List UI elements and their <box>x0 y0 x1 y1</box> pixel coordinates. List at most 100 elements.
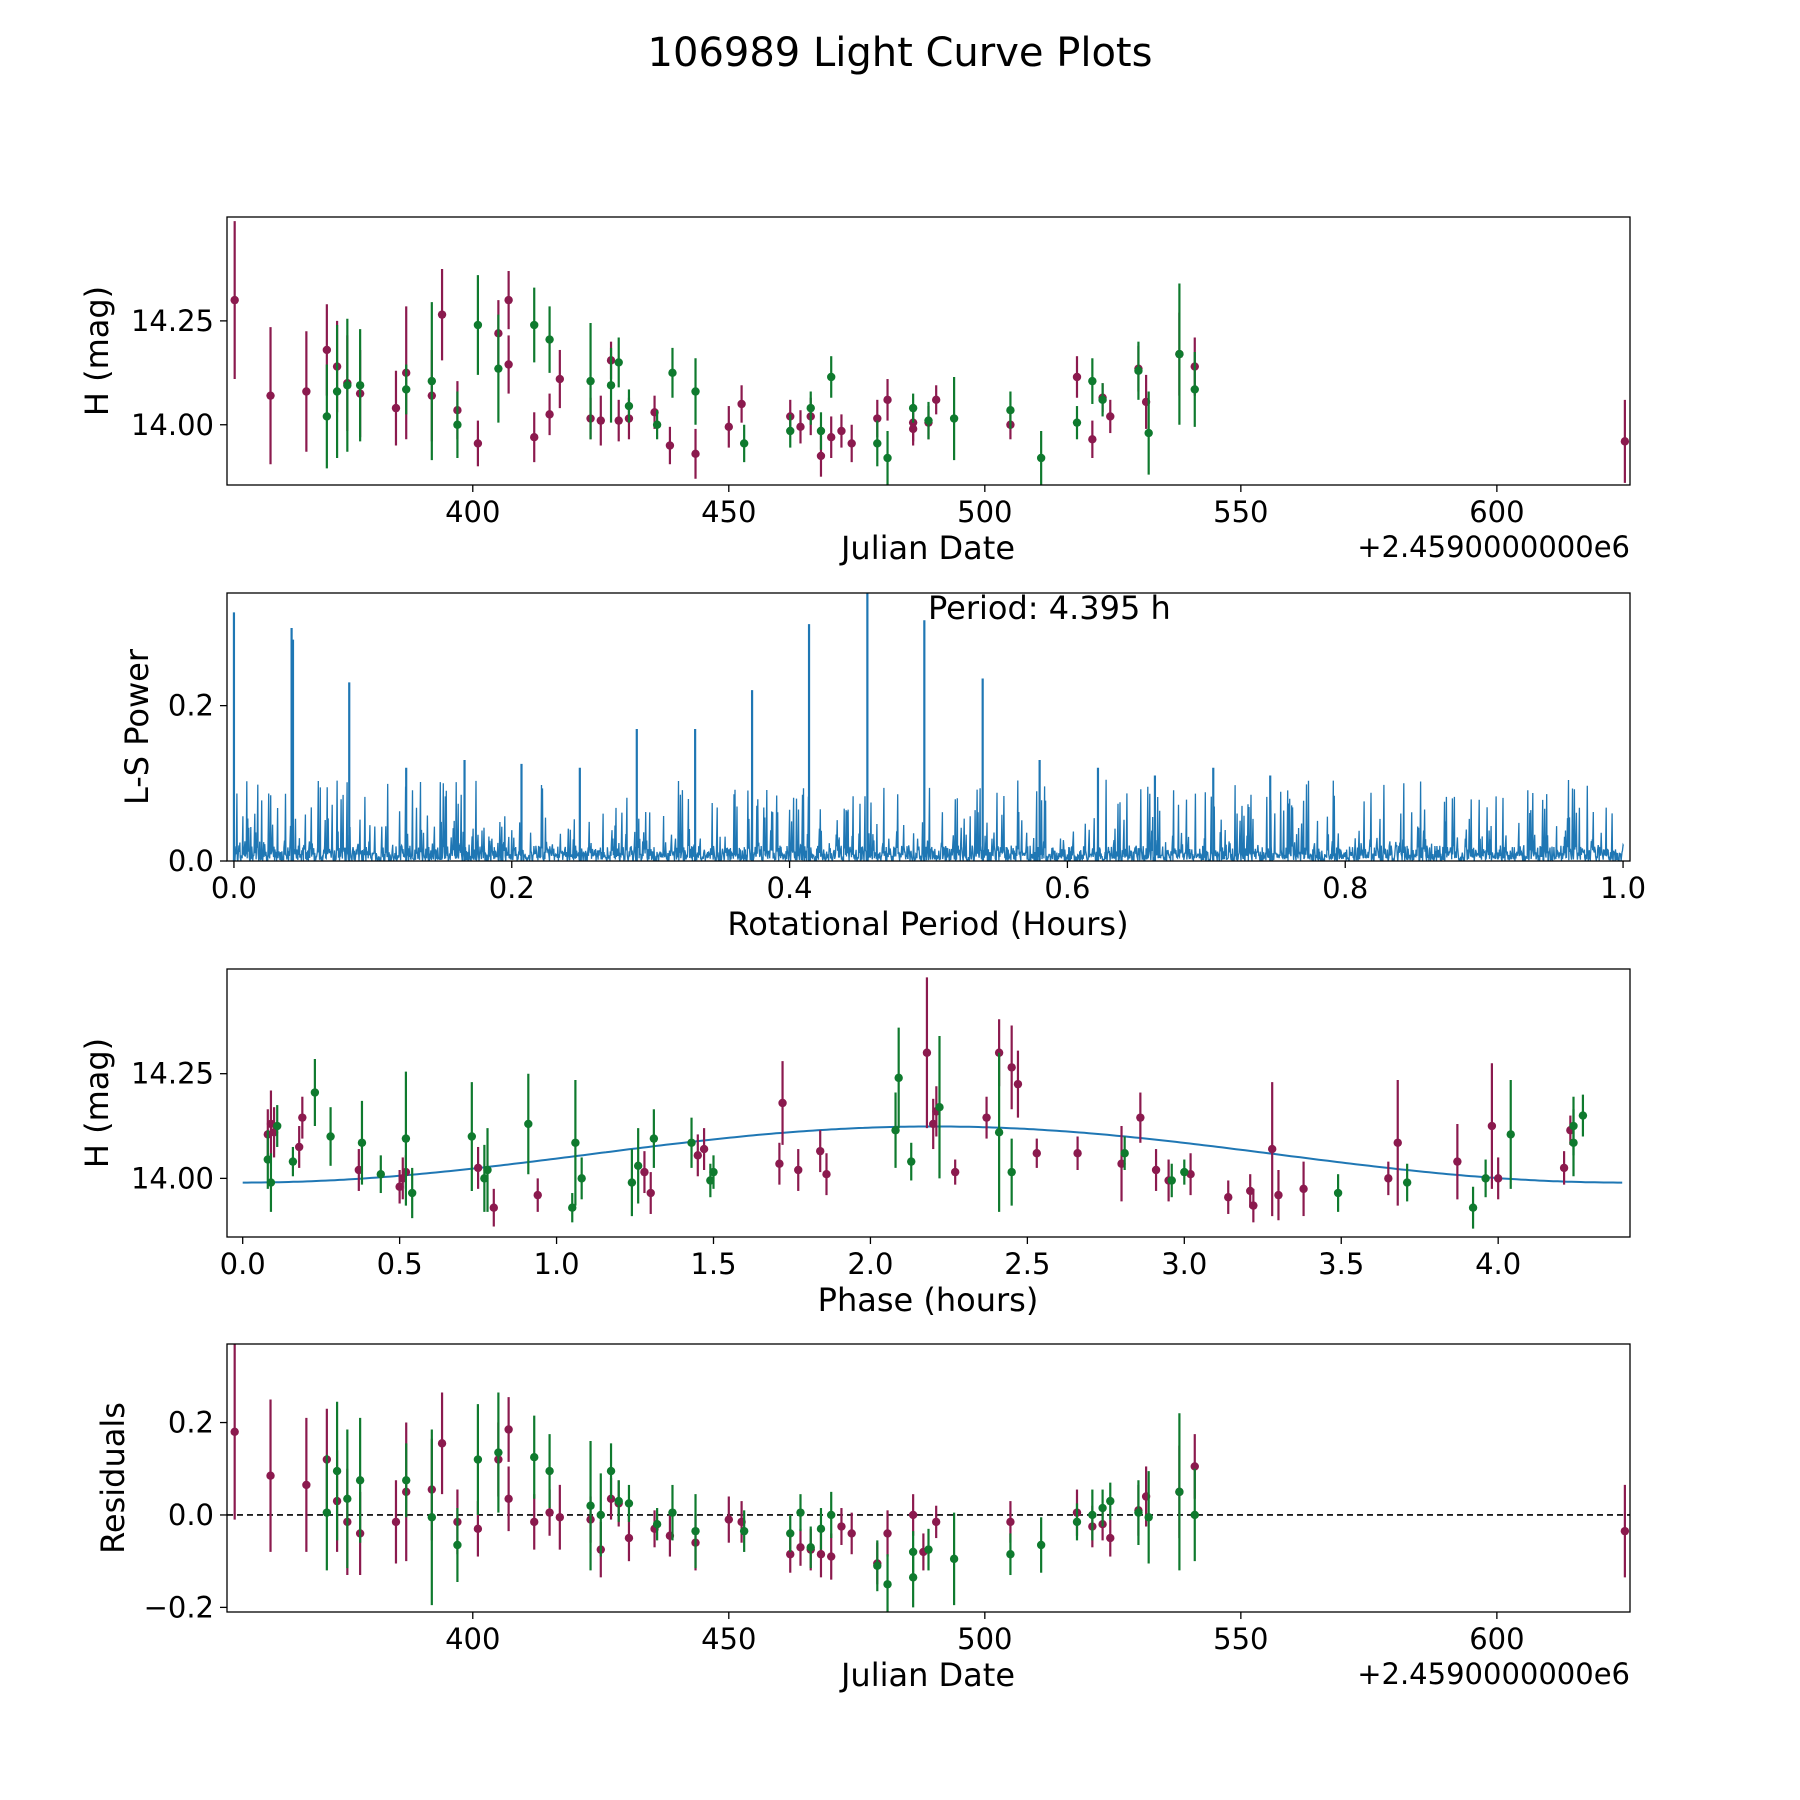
data-point <box>494 364 503 373</box>
data-point <box>1274 1190 1283 1200</box>
x-tick-label: 3.0 <box>1161 1247 1207 1281</box>
x-tick-label: 3.5 <box>1318 1247 1364 1281</box>
data-point <box>649 1134 659 1143</box>
y-tick-label: 0.0 <box>168 844 214 878</box>
data-point <box>1007 1063 1016 1072</box>
data-point <box>606 381 616 390</box>
data-point <box>1569 1138 1578 1147</box>
x-tick-label: 0.0 <box>220 1247 266 1281</box>
y-tick-label: 14.25 <box>131 304 214 338</box>
data-point <box>355 381 365 390</box>
phased-plot-frame <box>226 968 1631 1238</box>
x-tick-label: 550 <box>1213 495 1268 529</box>
x-tick-label: 600 <box>1469 495 1524 529</box>
periodogram-xlabel: Rotational Period (Hours) <box>727 905 1128 943</box>
data-point <box>1072 1517 1082 1527</box>
data-point <box>288 1157 298 1166</box>
data-point <box>266 391 275 400</box>
data-point <box>1006 1517 1015 1527</box>
data-point <box>883 1580 892 1589</box>
y-tick-label: 0.2 <box>168 1406 214 1440</box>
data-point <box>691 1526 700 1536</box>
data-point <box>1006 406 1015 415</box>
x-tick-label: 450 <box>701 495 756 529</box>
data-point <box>467 1132 477 1141</box>
data-point <box>427 1513 437 1522</box>
data-point <box>407 1188 417 1198</box>
data-point <box>1098 1503 1107 1513</box>
x-tick-label: 0.8 <box>1322 871 1368 905</box>
data-point <box>606 1466 616 1476</box>
x-tick-label: 0.4 <box>767 871 813 905</box>
lightcurve-plot-frame <box>226 216 1631 486</box>
data-point <box>816 426 826 436</box>
data-point <box>1106 412 1115 421</box>
data-point <box>343 381 352 390</box>
data-point <box>883 395 892 405</box>
data-point <box>614 1496 623 1506</box>
data-point <box>924 416 933 425</box>
lightcurve-series-filter_b <box>322 275 1199 485</box>
data-point <box>1190 1510 1199 1520</box>
phased-xlabel: Phase (hours) <box>818 1281 1039 1319</box>
data-point <box>668 1508 677 1517</box>
panel-phased: 0.0 0.5 1.0 1.5 2.0 2.5 3.0 3.5 4.0 14.00 14.25 Ph… <box>78 968 1631 1319</box>
data-point <box>326 1132 335 1141</box>
data-point <box>709 1167 718 1177</box>
data-point <box>665 441 675 450</box>
data-point <box>266 1178 276 1187</box>
data-point <box>1267 1144 1277 1154</box>
data-point <box>504 295 513 305</box>
data-point <box>624 401 634 411</box>
period-annotation: Period: 4.395 h <box>928 589 1171 627</box>
data-point <box>907 1157 916 1166</box>
y-tick-label: 0.2 <box>168 689 214 723</box>
data-point <box>894 1073 903 1083</box>
data-point <box>391 403 401 413</box>
data-point <box>504 1494 513 1503</box>
data-point <box>624 1499 634 1508</box>
x-tick-label: 0.6 <box>1044 871 1090 905</box>
data-point <box>883 1529 892 1538</box>
data-point <box>837 1522 846 1531</box>
data-point <box>624 1533 634 1543</box>
data-point <box>691 449 700 459</box>
data-point <box>949 1554 959 1564</box>
data-point <box>302 387 311 396</box>
data-point <box>545 1466 554 1476</box>
data-point <box>1167 1176 1176 1185</box>
data-point <box>230 295 239 305</box>
data-point <box>586 1501 595 1510</box>
data-point <box>530 433 539 442</box>
data-point <box>1134 1508 1143 1517</box>
data-point <box>376 1169 385 1179</box>
y-tick-label: 14.00 <box>131 1161 214 1195</box>
data-point <box>1088 1510 1097 1520</box>
data-point <box>786 1550 795 1559</box>
x-tick-label: 500 <box>957 495 1012 529</box>
lightcurve-series-filter_a <box>230 221 1630 483</box>
data-point <box>847 439 856 448</box>
x-tick-label: 0.0 <box>211 871 257 905</box>
data-point <box>1224 1193 1233 1202</box>
data-point <box>1007 1167 1016 1177</box>
data-point <box>1144 428 1153 438</box>
data-point <box>1620 437 1630 446</box>
data-point <box>687 1138 696 1147</box>
data-point <box>524 1119 533 1129</box>
panel-residuals: 400 450 500 550 600 −0.2 0.0 0.2 Julian Date Re… <box>94 1343 1631 1694</box>
data-point <box>739 1526 749 1536</box>
data-point <box>873 439 882 448</box>
data-point <box>737 399 746 409</box>
data-point <box>1453 1157 1462 1166</box>
data-point <box>1190 1462 1199 1471</box>
data-point <box>530 320 539 330</box>
data-point <box>1136 1113 1145 1122</box>
data-point <box>822 1169 831 1179</box>
data-point <box>453 1540 462 1550</box>
data-point <box>391 1517 401 1527</box>
data-point <box>739 439 749 448</box>
data-point <box>1036 453 1046 463</box>
data-point <box>908 403 918 413</box>
